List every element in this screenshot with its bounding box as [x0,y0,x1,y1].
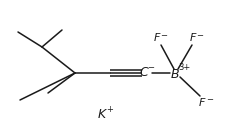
Text: −: − [197,32,203,40]
Text: −: − [160,32,168,40]
Text: −: − [206,95,214,104]
Text: F: F [199,98,205,108]
Text: −: − [148,64,155,73]
Text: K: K [98,108,106,122]
Text: F: F [154,33,160,43]
Text: F: F [190,33,196,43]
Text: C: C [140,66,148,80]
Text: B: B [171,67,179,80]
Text: +: + [107,106,114,115]
Text: 3+: 3+ [178,64,190,73]
